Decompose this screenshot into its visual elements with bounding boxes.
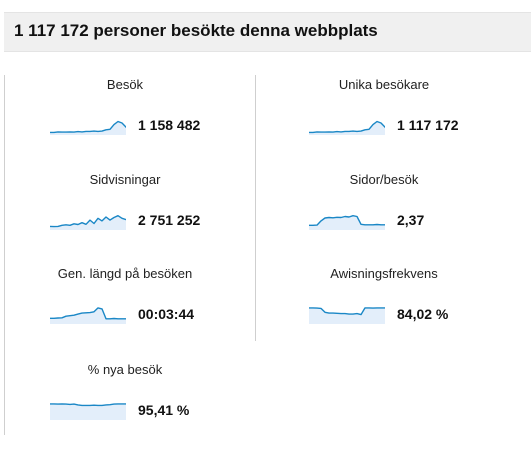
metric-label: Sidvisningar xyxy=(89,172,161,187)
sparkline-area xyxy=(50,307,126,324)
header-bar: 1 117 172 personer besökte denna webbpla… xyxy=(4,12,531,52)
sparkline-area xyxy=(50,121,126,135)
metric-sidor-per-besok[interactable]: Sidor/besök 2,37 xyxy=(259,172,509,267)
sparkline-chart xyxy=(309,214,385,230)
metric-value: 84,02 % xyxy=(397,306,449,322)
metric-nya-besok[interactable]: % nya besök 95,41 % xyxy=(0,362,250,457)
metric-value: 2 751 252 xyxy=(138,212,201,228)
sparkline-line xyxy=(50,214,126,228)
metric-value: 1 117 172 xyxy=(397,117,459,133)
sparkline-line xyxy=(309,214,385,226)
metric-value: 95,41 % xyxy=(138,402,190,418)
sparkline-area xyxy=(309,307,385,324)
sparkline-line xyxy=(309,307,385,316)
metric-besok[interactable]: Besök 1 158 482 xyxy=(0,77,250,172)
sparkline-line xyxy=(309,120,385,134)
metric-value: 00:03:44 xyxy=(138,306,195,322)
sparkline-chart xyxy=(50,307,126,324)
metric-value: 2,37 xyxy=(397,212,425,228)
metric-awisningsfrekvens[interactable]: Awisningsfrekvens 84,02 % xyxy=(259,266,509,361)
sparkline-chart xyxy=(309,120,385,135)
sparkline-area xyxy=(309,121,385,135)
sparkline-area xyxy=(309,215,385,230)
metric-label: Unika besökare xyxy=(338,77,430,92)
metric-label: Besök xyxy=(106,77,144,92)
metric-unika-besokare[interactable]: Unika besökare 1 117 172 xyxy=(259,77,509,172)
sparkline-chart xyxy=(50,403,126,420)
metric-label: Gen. längd på besöken xyxy=(57,266,193,281)
metric-gen-langd[interactable]: Gen. längd på besöken 00:03:44 xyxy=(0,266,250,361)
metric-label: % nya besök xyxy=(87,362,163,377)
metric-value: 1 158 482 xyxy=(138,117,201,133)
sparkline-line xyxy=(50,307,126,320)
sparkline-chart xyxy=(50,214,126,230)
page-title: 1 117 172 personer besökte denna webbpla… xyxy=(14,21,378,40)
metric-label: Awisningsfrekvens xyxy=(330,266,438,281)
left-border-divider xyxy=(4,75,5,435)
sparkline-chart xyxy=(309,307,385,324)
metric-sidvisningar[interactable]: Sidvisningar 2 751 252 xyxy=(0,172,250,267)
sparkline-area xyxy=(50,403,126,420)
column-divider xyxy=(255,75,256,341)
sparkline-line xyxy=(50,120,126,134)
sparkline-chart xyxy=(50,120,126,135)
sparkline-line xyxy=(50,403,126,407)
metric-label: Sidor/besök xyxy=(349,172,419,187)
